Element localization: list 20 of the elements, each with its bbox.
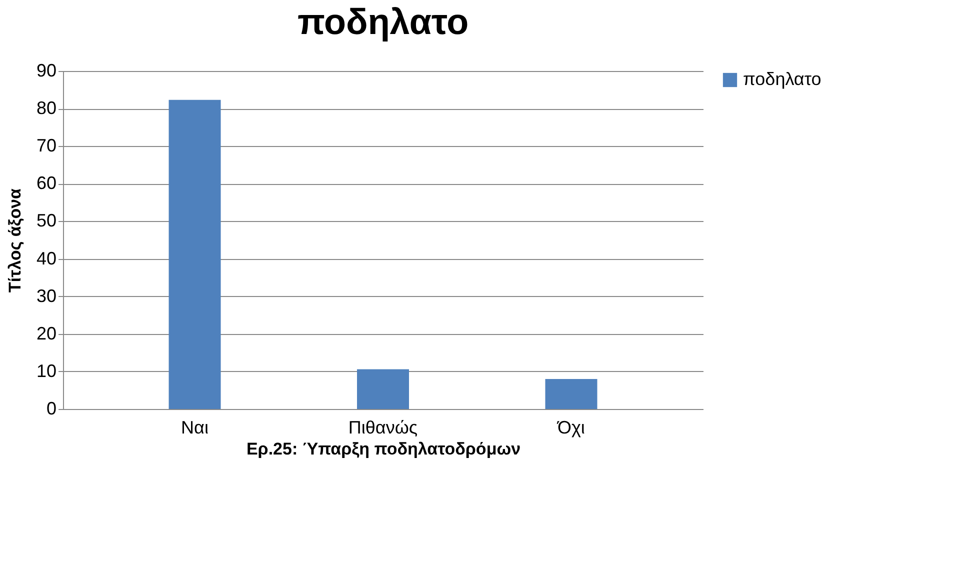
- y-tick-label: 70: [36, 136, 56, 156]
- y-tick-label: 80: [36, 98, 56, 118]
- y-tick-label: 10: [36, 360, 56, 381]
- bar: [357, 369, 409, 409]
- y-tick-label: 20: [36, 323, 56, 344]
- chart-title: ποδηλατο: [297, 1, 469, 42]
- y-tick-label: 30: [36, 286, 56, 306]
- y-tick-label: 90: [36, 60, 56, 80]
- x-tick-label: Ναι: [181, 418, 208, 438]
- y-tick-label: 40: [36, 248, 56, 268]
- legend-label: ποδηλατο: [743, 69, 822, 89]
- y-axis-title: Τίτλος άξονα: [5, 188, 24, 292]
- y-tick-label: 60: [36, 173, 56, 194]
- y-tick-label: 0: [46, 398, 56, 418]
- x-tick-label: Όχι: [556, 418, 585, 438]
- y-tick-label: 50: [36, 210, 56, 231]
- bar: [168, 100, 221, 409]
- x-axis-title: Ερ.25: Ύπαρξη ποδηλατοδρόμων: [246, 440, 521, 458]
- x-tick-label: Πιθανώς: [348, 418, 418, 438]
- bar: [545, 378, 598, 409]
